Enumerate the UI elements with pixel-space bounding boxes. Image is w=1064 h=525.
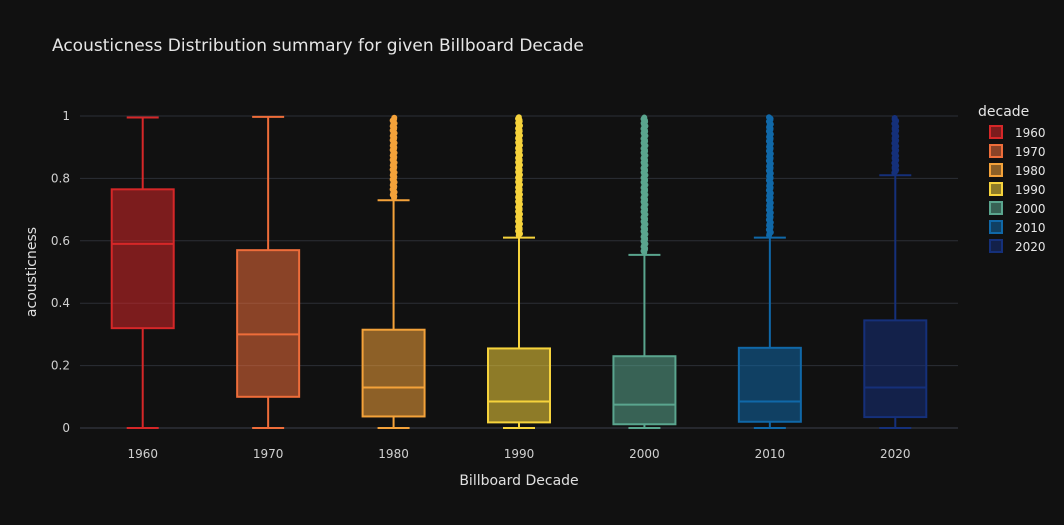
legend-swatch <box>989 239 1003 253</box>
box-1960[interactable] <box>110 116 175 429</box>
x-tick-label: 1960 <box>127 447 158 461</box>
box-2000[interactable] <box>612 114 677 429</box>
box-2010[interactable] <box>737 114 802 429</box>
x-tick-label: 2020 <box>880 447 911 461</box>
x-tick-label: 2000 <box>629 447 660 461</box>
box-iqr <box>737 346 802 423</box>
legend-swatch <box>989 201 1003 215</box>
legend[interactable]: 1960 1970 1980 1990 2000 2010 2020 <box>989 125 1046 254</box>
outlier-point <box>766 114 773 121</box>
box-iqr <box>612 355 677 426</box>
legend-label: 1990 <box>1015 183 1046 197</box>
box-1990[interactable] <box>487 114 551 429</box>
legend-swatch <box>989 163 1003 177</box>
y-tick-label: 0.8 <box>51 171 70 185</box>
box-2020[interactable] <box>863 115 928 429</box>
legend-swatch <box>989 182 1003 196</box>
x-axis-ticks: 1960 1970 1980 1990 2000 2010 2020 <box>127 447 910 461</box>
y-tick-label: 0.2 <box>51 359 70 373</box>
outlier-point <box>891 115 898 122</box>
box-iqr <box>487 347 551 424</box>
box-iqr <box>361 328 426 418</box>
legend-label: 2020 <box>1015 240 1046 254</box>
box-iqr <box>236 249 301 398</box>
box-1970[interactable] <box>236 115 301 429</box>
legend-swatch <box>989 125 1003 139</box>
legend-swatch <box>989 144 1003 158</box>
legend-item-1960[interactable]: 1960 <box>989 125 1046 140</box>
legend-item-2000[interactable]: 2000 <box>989 201 1046 216</box>
legend-item-1980[interactable]: 1980 <box>989 163 1046 178</box>
legend-item-1990[interactable]: 1990 <box>989 182 1046 197</box>
y-tick-label: 0.4 <box>51 296 70 310</box>
box-series <box>110 114 928 429</box>
y-tick-label: 0 <box>62 421 70 435</box>
x-tick-label: 2010 <box>755 447 786 461</box>
legend-label: 1980 <box>1015 164 1046 178</box>
y-tick-label: 0.6 <box>51 234 70 248</box>
x-tick-label: 1970 <box>253 447 284 461</box>
legend-item-2010[interactable]: 2010 <box>989 220 1046 235</box>
y-axis-title: acousticness <box>24 227 40 317</box>
outlier-point <box>391 114 398 121</box>
legend-label: 2010 <box>1015 221 1046 235</box>
box-iqr <box>863 319 928 419</box>
outlier-point <box>515 114 522 121</box>
legend-item-1970[interactable]: 1970 <box>989 144 1046 159</box>
y-tick-label: 1 <box>62 109 70 123</box>
box-iqr <box>110 188 175 330</box>
legend-swatch <box>989 220 1003 234</box>
x-tick-label: 1980 <box>378 447 409 461</box>
legend-title: decade <box>978 104 1029 120</box>
x-tick-label: 1990 <box>504 447 535 461</box>
chart-title: Acousticness Distribution summary for gi… <box>52 36 584 56</box>
outlier-point <box>641 114 648 121</box>
legend-label: 1960 <box>1015 126 1046 140</box>
legend-label: 1970 <box>1015 145 1046 159</box>
legend-item-2020[interactable]: 2020 <box>989 239 1046 254</box>
y-axis-ticks: 0 0.2 0.4 0.6 0.8 1 <box>51 109 70 435</box>
legend-label: 2000 <box>1015 202 1046 216</box>
box-1980[interactable] <box>361 114 426 429</box>
x-axis-title: Billboard Decade <box>459 473 578 489</box>
